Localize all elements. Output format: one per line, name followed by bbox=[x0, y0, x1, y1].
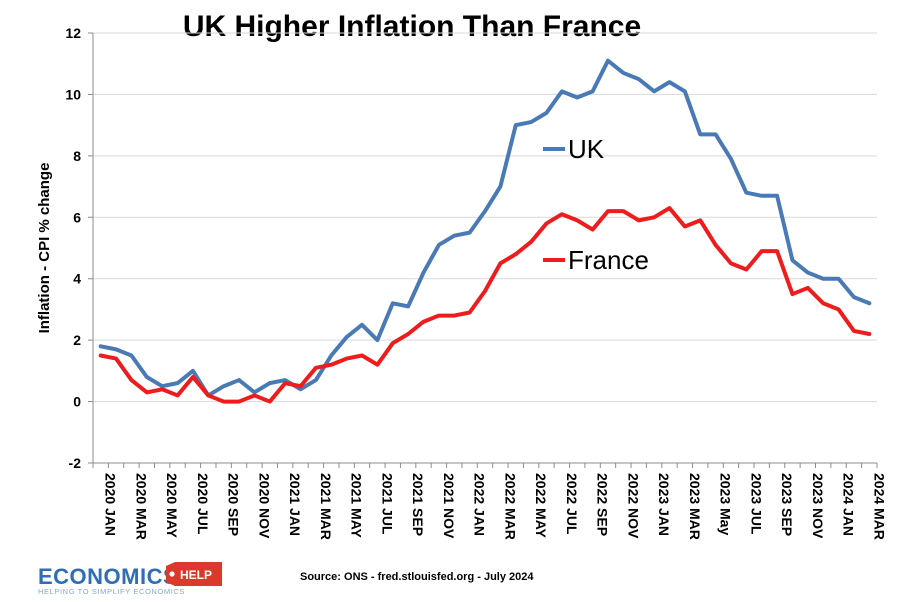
x-tick-label: 2023 JAN bbox=[656, 473, 672, 536]
logo-help-badge: HELP bbox=[180, 568, 212, 582]
y-tick-label: 2 bbox=[73, 332, 81, 348]
x-tick-label: 2020 JUL bbox=[195, 473, 211, 535]
y-tick-label: 8 bbox=[73, 148, 81, 164]
x-tick-label: 2023 JUL bbox=[748, 473, 764, 535]
x-tick-label: 2022 JUL bbox=[564, 473, 580, 535]
x-tick-label: 2020 MAR bbox=[133, 473, 149, 540]
x-tick-label: 2021 NOV bbox=[441, 473, 457, 539]
x-tick-label: 2022 NOV bbox=[625, 473, 641, 539]
x-tick-label: 2022 SEP bbox=[595, 473, 611, 536]
x-tick-label: 2022 JAN bbox=[472, 473, 488, 536]
y-tick-label: 12 bbox=[65, 25, 81, 41]
x-tick-label: 2022 MAR bbox=[502, 473, 518, 540]
logo-tagline: HELPING TO SIMPLIFY ECONOMICS bbox=[38, 587, 185, 596]
logo-tag-icon bbox=[166, 562, 222, 586]
x-tick-label: 2023 NOV bbox=[810, 473, 826, 539]
x-tick-label: 2022 MAY bbox=[533, 473, 549, 539]
x-tick-label: 2024 MAR bbox=[871, 473, 887, 540]
y-axis-label: Inflation - CPI % change bbox=[36, 163, 53, 334]
x-tick-label: 2023 May bbox=[718, 473, 734, 535]
series-line-france bbox=[98, 206, 872, 404]
y-tick-label: -2 bbox=[69, 455, 82, 471]
x-tick-label: 2020 SEP bbox=[226, 473, 242, 536]
chart-title: UK Higher Inflation Than France bbox=[183, 10, 641, 43]
logo-wordmark: ECONOMICS bbox=[38, 564, 178, 589]
x-tick-label: 2021 MAY bbox=[349, 473, 365, 539]
series-label-france: France bbox=[568, 245, 649, 275]
source-note: Source: ONS - fred.stlouisfed.org - July… bbox=[300, 571, 534, 583]
x-tick-label: 2023 SEP bbox=[779, 473, 795, 536]
x-tick-label: 2020 JAN bbox=[103, 473, 119, 536]
x-tick-label: 2021 SEP bbox=[410, 473, 426, 536]
x-tick-label: 2021 MAR bbox=[318, 473, 334, 540]
x-tick-label: 2020 MAY bbox=[164, 473, 180, 539]
x-tick-label: 2021 JAN bbox=[287, 473, 303, 536]
y-tick-label: 4 bbox=[73, 271, 81, 287]
y-tick-label: 10 bbox=[65, 86, 81, 102]
series-line-uk bbox=[98, 58, 872, 398]
x-tick-label: 2024 JAN bbox=[841, 473, 857, 536]
axes: -2 0 2 4 6 8 10 12 2020 JAN 2020 MAR 2020 MAY 2020 … bbox=[65, 25, 887, 540]
y-tick-label: 6 bbox=[73, 209, 81, 225]
economics-help-logo: ECONOMICS HELP HELPING TO SIMPLIFY ECONO… bbox=[38, 562, 222, 596]
series-lines bbox=[98, 58, 872, 404]
x-tick-label: 2020 NOV bbox=[256, 473, 272, 539]
x-tick-label: 2023 MAR bbox=[687, 473, 703, 540]
series-label-uk: UK bbox=[568, 134, 605, 164]
x-tick-label: 2021 JUL bbox=[379, 473, 395, 535]
y-tick-label: 0 bbox=[73, 394, 81, 410]
